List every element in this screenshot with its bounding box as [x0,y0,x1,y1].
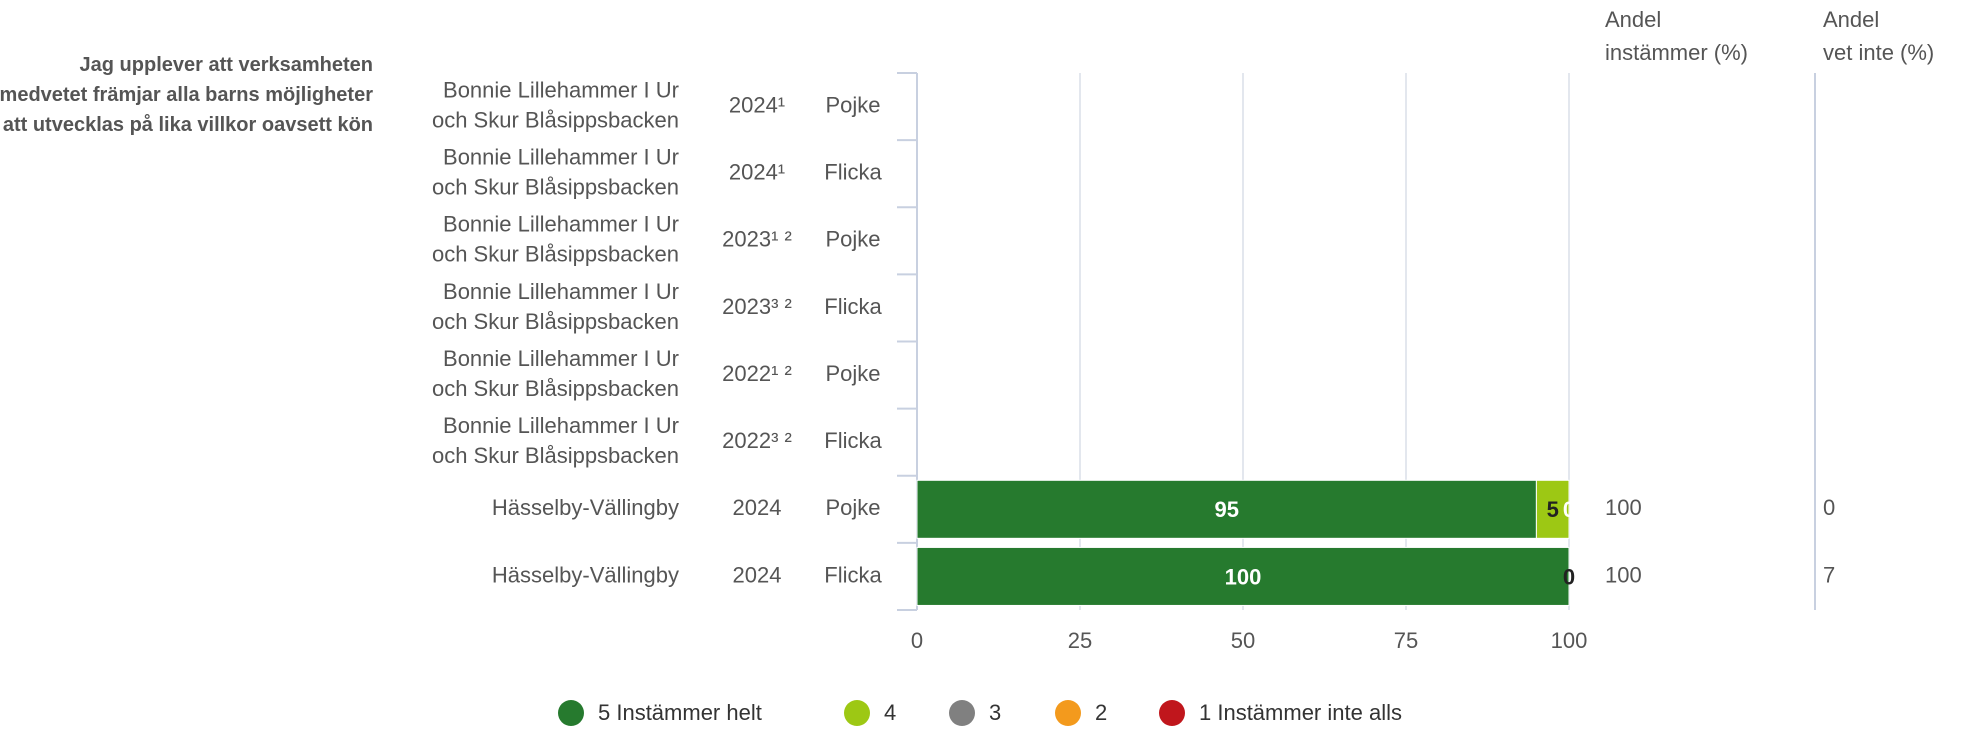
legend-label: 2 [1095,700,1107,725]
year-label: 2022¹ ² [722,361,792,386]
bar [916,479,1537,539]
x-tick-label: 50 [1231,628,1255,653]
column-header: Andel [1823,7,1879,32]
unit-label: Bonnie Lillehammer I Ur [443,145,679,170]
unit-label: Bonnie Lillehammer I Ur [443,212,679,237]
column-header: vet inte (%) [1823,40,1934,65]
unit-label: Bonnie Lillehammer I Ur [443,413,679,438]
data-label: 0 [1563,564,1575,589]
legend-label: 3 [989,700,1001,725]
legend-label: 1 Instämmer inte alls [1199,700,1402,725]
gender-label: Flicka [824,562,882,587]
year-label: 2022³ ² [722,428,792,453]
legend-marker [949,700,975,726]
unit-label: Bonnie Lillehammer I Ur [443,346,679,371]
year-label: 2023³ ² [722,294,792,319]
year-label: 2024¹ [729,160,785,185]
year-label: 2024¹ [729,92,785,117]
unit-label: och Skur Blåsippsbacken [432,175,679,200]
unit-label: och Skur Blåsippsbacken [432,309,679,334]
gender-label: Pojke [825,495,880,520]
legend-marker [558,700,584,726]
x-tick-label: 25 [1068,628,1092,653]
x-tick-label: 75 [1394,628,1418,653]
question: Jag upplever att verksamheten medvetet f… [0,54,373,136]
column-value: 7 [1823,562,1835,587]
unit-label: Hässelby-Vällingby [492,562,679,587]
unit-label: och Skur Blåsippsbacken [432,107,679,132]
gender-label: Flicka [824,428,882,453]
gender-label: Flicka [824,160,882,185]
gender-label: Flicka [824,294,882,319]
data-label: 95 [1214,497,1238,522]
bar [916,546,1570,606]
legend-label: 4 [884,700,896,725]
x-tick-label: 0 [911,628,923,653]
year-label: 2024 [733,562,782,587]
column-value: 0 [1823,495,1835,520]
gender-label: Pojke [825,227,880,252]
data-label: 5 [1547,497,1559,522]
column-value: 100 [1605,495,1642,520]
year-label: 2023¹ ² [722,227,792,252]
legend-marker [844,700,870,726]
year-label: 2024 [733,495,782,520]
column-value: 100 [1605,562,1642,587]
unit-label: Bonnie Lillehammer I Ur [443,77,679,102]
legend-label: 5 Instämmer helt [598,700,762,725]
gender-label: Pojke [825,92,880,117]
bar [1535,479,1570,539]
gender-label: Pojke [825,361,880,386]
legend-marker [1159,700,1185,726]
column-header: instämmer (%) [1605,40,1748,65]
unit-label: och Skur Blåsippsbacken [432,242,679,267]
unit-label: och Skur Blåsippsbacken [432,376,679,401]
unit-label: Bonnie Lillehammer I Ur [443,279,679,304]
column-header: Andel [1605,7,1661,32]
unit-label: och Skur Blåsippsbacken [432,443,679,468]
data-label: 0 [1563,497,1575,522]
unit-label: Hässelby-Vällingby [492,495,679,520]
data-label: 100 [1225,564,1262,589]
legend-marker [1055,700,1081,726]
x-tick-label: 100 [1551,628,1588,653]
